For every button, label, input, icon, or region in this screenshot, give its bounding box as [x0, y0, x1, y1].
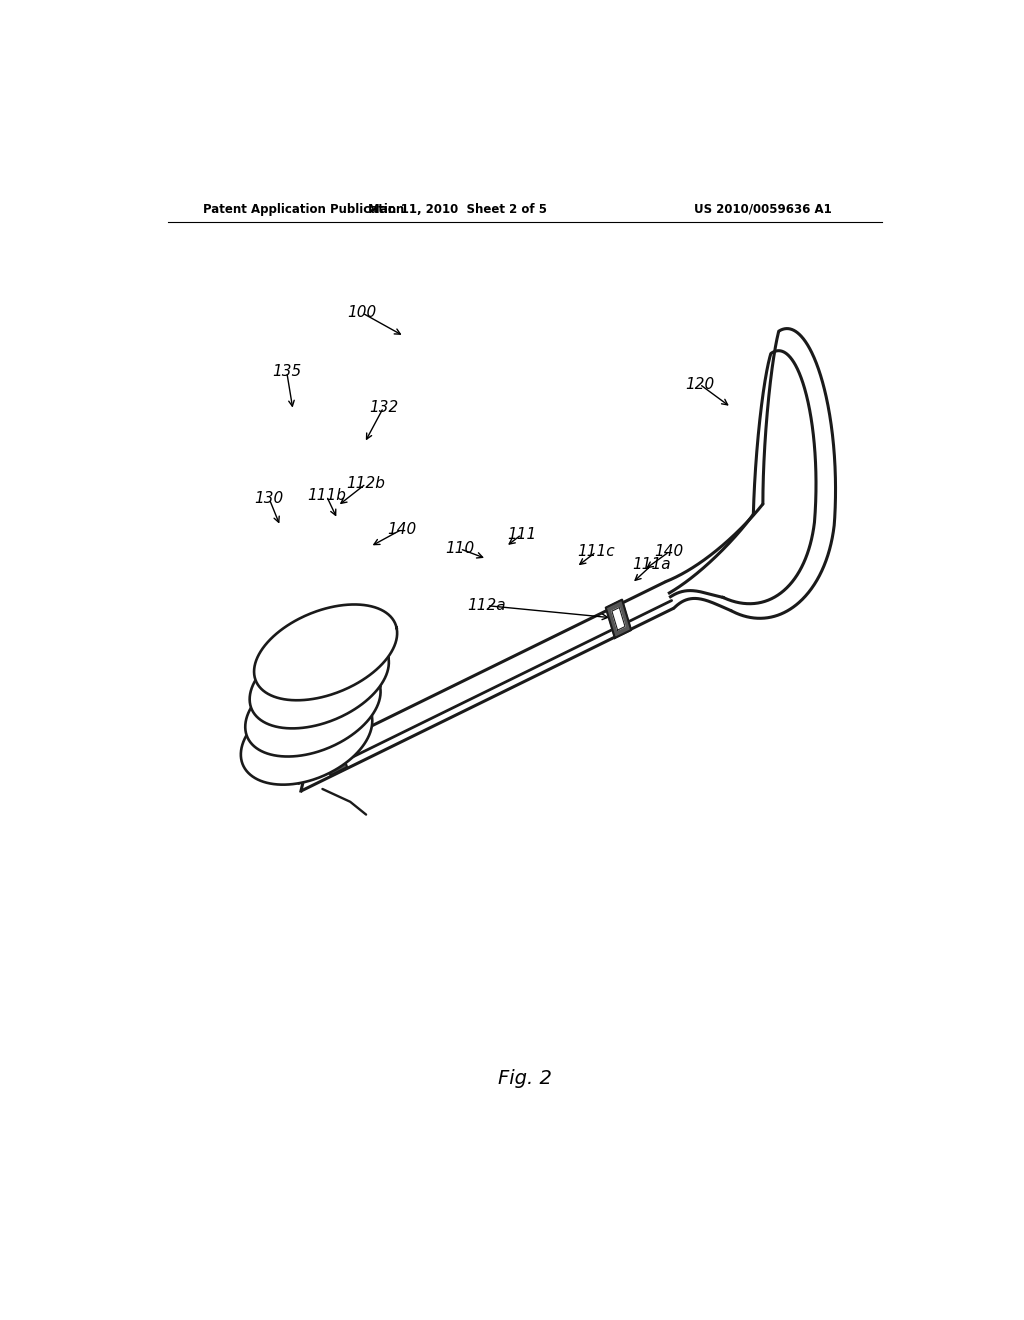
Text: Fig. 2: Fig. 2 — [498, 1069, 552, 1088]
Text: US 2010/0059636 A1: US 2010/0059636 A1 — [694, 203, 831, 215]
Polygon shape — [250, 634, 389, 729]
Text: Mar. 11, 2010  Sheet 2 of 5: Mar. 11, 2010 Sheet 2 of 5 — [368, 203, 547, 215]
Polygon shape — [245, 663, 381, 756]
Text: 120: 120 — [685, 376, 714, 392]
Polygon shape — [241, 690, 373, 784]
Text: 140: 140 — [654, 544, 684, 560]
Polygon shape — [322, 737, 347, 775]
Polygon shape — [612, 607, 625, 630]
Text: 135: 135 — [272, 364, 301, 379]
Polygon shape — [328, 744, 341, 767]
Text: 132: 132 — [369, 400, 398, 414]
Text: 130: 130 — [255, 491, 284, 507]
Text: 112a: 112a — [467, 598, 506, 612]
Text: 111a: 111a — [633, 557, 671, 573]
Text: 140: 140 — [387, 521, 417, 537]
Text: 100: 100 — [347, 305, 377, 321]
Text: Patent Application Publication: Patent Application Publication — [204, 203, 404, 215]
Polygon shape — [254, 605, 397, 701]
Text: 111b: 111b — [307, 488, 346, 503]
Polygon shape — [606, 599, 631, 638]
Text: 112b: 112b — [347, 477, 385, 491]
Text: 111: 111 — [507, 527, 537, 543]
Text: 111c: 111c — [578, 544, 615, 560]
Text: 110: 110 — [445, 541, 474, 556]
